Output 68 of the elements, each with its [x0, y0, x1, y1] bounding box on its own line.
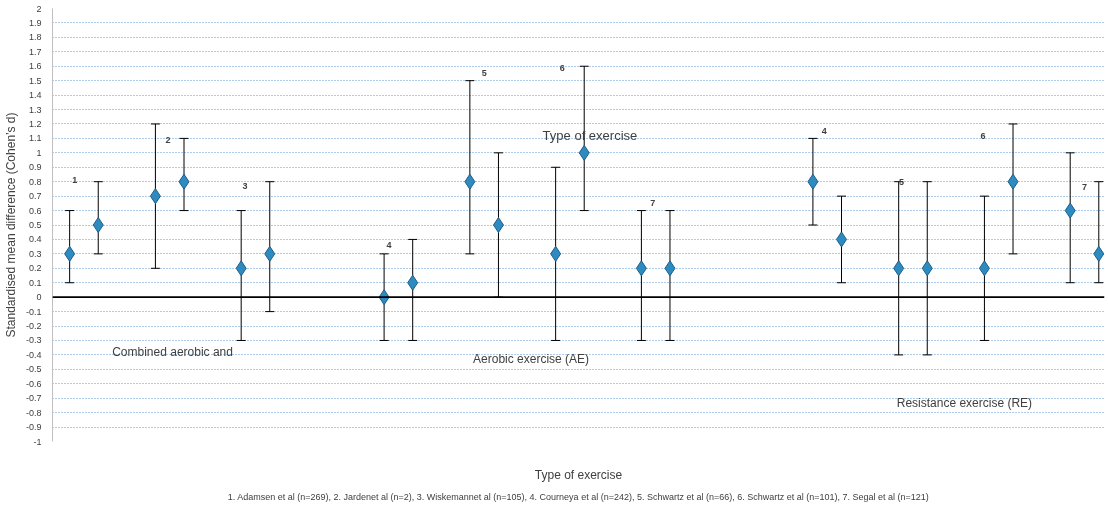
point — [1007, 173, 1019, 190]
y-tick-label: 1.8 — [28, 32, 42, 43]
point — [807, 173, 819, 190]
point — [264, 245, 276, 262]
annotation: Combined aerobic and — [112, 345, 233, 360]
y-tick-label: 0.7 — [28, 191, 42, 202]
annotation: 4 — [821, 126, 827, 137]
y-tick-label: 1.2 — [28, 118, 42, 129]
annotation: 2 — [165, 134, 171, 145]
y-tick-label: 2 — [36, 3, 42, 14]
y-tick-label: 0.9 — [28, 162, 42, 173]
point — [464, 173, 476, 190]
y-axis-title: Standardised mean difference (Cohen’s d) — [3, 112, 18, 338]
y-tick-label: -0.1 — [25, 306, 42, 317]
point — [178, 173, 190, 190]
y-tick-label: 1 — [36, 147, 42, 158]
point — [1064, 202, 1076, 219]
y-tick-label: 1.7 — [28, 46, 42, 57]
text: 1. Adamsen et al (n=269), 2. Jardenet al (n=2), 3. Wiskemannet al (n=105), 4. Courneya et al (n=242), 5. Schwartz et al (n=66), 6. Schwartz et al (n=101), 7. Segal et al (n=121) — [227, 491, 929, 502]
y-tick-label: -0.8 — [25, 407, 42, 418]
point — [149, 188, 161, 205]
y-tick-label: 1.6 — [28, 61, 42, 72]
point — [64, 245, 76, 262]
y-tick-label: 1.4 — [28, 90, 42, 101]
annotation: 1 — [72, 175, 78, 186]
y-tick-label: 1.1 — [28, 133, 42, 144]
y-tick-label: 0.8 — [28, 176, 42, 187]
annotation: Resistance exercise (RE) — [896, 395, 1033, 410]
y-tick-label: -0.7 — [25, 393, 42, 404]
point — [893, 260, 905, 277]
point — [635, 260, 647, 277]
y-tick-label: 0.4 — [28, 234, 42, 245]
annotation: 4 — [386, 240, 392, 251]
point — [92, 217, 104, 233]
annotation: 5 — [481, 68, 487, 79]
point — [1093, 245, 1105, 262]
y-tick-label: 1.9 — [28, 17, 42, 28]
point — [550, 245, 562, 262]
y-tick-label: -0.2 — [25, 321, 42, 332]
point — [407, 274, 419, 291]
annotation: 6 — [980, 130, 986, 141]
y-tick-label: 1.3 — [28, 104, 42, 115]
y-tick-label: 0.3 — [28, 248, 42, 259]
annotation: 6 — [559, 62, 565, 73]
y-tick-label: -0.4 — [25, 349, 42, 360]
y-tick-label: 0 — [36, 292, 42, 303]
point — [978, 260, 990, 277]
y-tick-label: 0.5 — [28, 220, 42, 230]
point — [235, 260, 247, 277]
y-tick-label: 0.2 — [28, 263, 42, 274]
y-tick-label: 1.5 — [28, 75, 42, 86]
y-tick-label: -1 — [33, 436, 42, 447]
annotation: 5 — [899, 176, 905, 187]
annotation: 7 — [1081, 182, 1087, 193]
y-tick-label: -0.9 — [25, 422, 42, 433]
y-tick-label: -0.5 — [25, 364, 42, 375]
point — [921, 260, 933, 277]
x-axis-title: Type of exercise — [534, 467, 623, 482]
y-tick-label: -0.3 — [25, 335, 42, 346]
annotation: Aerobic exercise (AE) — [473, 352, 590, 367]
point — [578, 144, 590, 161]
y-tick-label: 0.1 — [28, 277, 42, 288]
annotation: 7 — [650, 198, 656, 209]
y-tick-label: 0.6 — [28, 205, 42, 216]
point — [492, 217, 504, 233]
annotation: 3 — [242, 181, 248, 192]
point — [664, 260, 676, 277]
y-tick-label: -0.6 — [25, 378, 42, 389]
